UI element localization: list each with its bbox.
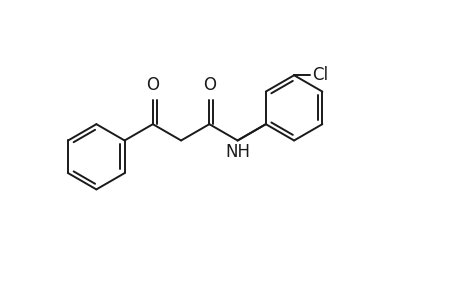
Text: NH: NH — [224, 143, 250, 161]
Text: Cl: Cl — [312, 66, 328, 84]
Text: O: O — [202, 76, 215, 94]
Text: O: O — [146, 76, 159, 94]
